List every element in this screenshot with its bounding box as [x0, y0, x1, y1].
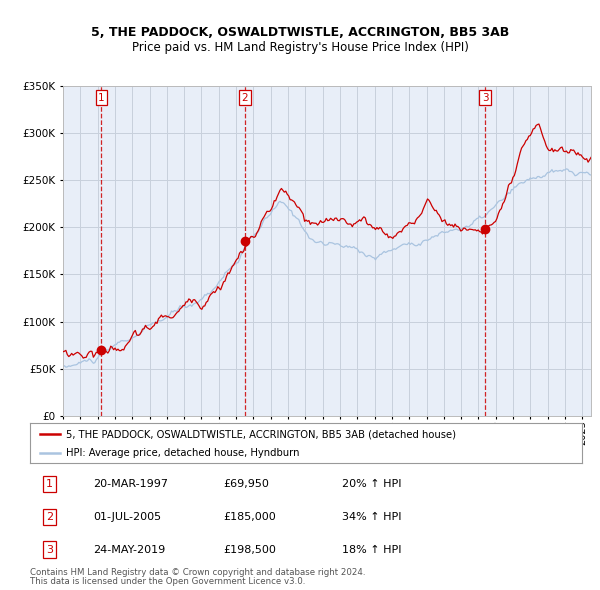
Text: Contains HM Land Registry data © Crown copyright and database right 2024.: Contains HM Land Registry data © Crown c…	[30, 568, 365, 576]
Text: 1: 1	[46, 479, 53, 489]
Text: HPI: Average price, detached house, Hyndburn: HPI: Average price, detached house, Hynd…	[66, 448, 299, 458]
Text: £69,950: £69,950	[223, 479, 269, 489]
Text: This data is licensed under the Open Government Licence v3.0.: This data is licensed under the Open Gov…	[30, 577, 305, 586]
Text: 18% ↑ HPI: 18% ↑ HPI	[342, 545, 401, 555]
Text: 01-JUL-2005: 01-JUL-2005	[94, 512, 161, 522]
Text: £185,000: £185,000	[223, 512, 276, 522]
Text: 3: 3	[46, 545, 53, 555]
Text: Price paid vs. HM Land Registry's House Price Index (HPI): Price paid vs. HM Land Registry's House …	[131, 41, 469, 54]
Text: 2: 2	[46, 512, 53, 522]
Text: £198,500: £198,500	[223, 545, 276, 555]
Text: 20-MAR-1997: 20-MAR-1997	[94, 479, 169, 489]
Text: 20% ↑ HPI: 20% ↑ HPI	[342, 479, 401, 489]
Text: 3: 3	[482, 93, 489, 103]
Text: 24-MAY-2019: 24-MAY-2019	[94, 545, 166, 555]
Text: 2: 2	[241, 93, 248, 103]
Text: 1: 1	[98, 93, 105, 103]
Text: 5, THE PADDOCK, OSWALDTWISTLE, ACCRINGTON, BB5 3AB: 5, THE PADDOCK, OSWALDTWISTLE, ACCRINGTO…	[91, 26, 509, 39]
Text: 34% ↑ HPI: 34% ↑ HPI	[342, 512, 401, 522]
Text: 5, THE PADDOCK, OSWALDTWISTLE, ACCRINGTON, BB5 3AB (detached house): 5, THE PADDOCK, OSWALDTWISTLE, ACCRINGTO…	[66, 430, 456, 440]
